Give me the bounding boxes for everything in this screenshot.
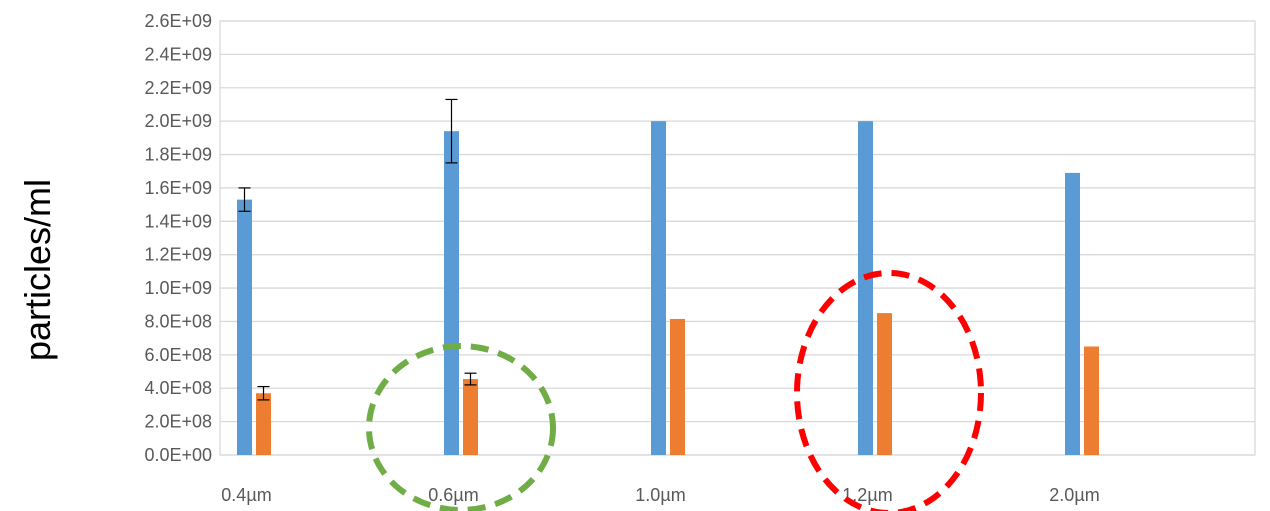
bar bbox=[651, 121, 666, 456]
y-tick-labels: 0.0E+00 2.0E+08 4.0E+08 6.0E+08 8.0E+08 1.0E+… bbox=[144, 11, 212, 465]
bar bbox=[256, 393, 271, 455]
bar bbox=[444, 131, 459, 455]
y-axis-label: particles/ml bbox=[17, 179, 58, 361]
annotations bbox=[366, 270, 984, 511]
y-tick-label: 2.0E+09 bbox=[144, 111, 212, 131]
y-tick-label: 1.6E+09 bbox=[144, 178, 212, 198]
x-tick-labels: 0.4µm 0.6µm 1.0µm 1.2µm 2.0µm bbox=[221, 485, 1099, 505]
plot-border bbox=[219, 20, 1256, 456]
y-tick-label: 2.6E+09 bbox=[144, 11, 212, 31]
error-bars bbox=[238, 98, 477, 401]
y-tick-label: 4.0E+08 bbox=[144, 378, 212, 398]
bar bbox=[858, 121, 873, 456]
y-tick-label: 0.0E+00 bbox=[144, 445, 212, 465]
annotation-ellipse bbox=[794, 270, 984, 511]
gridlines bbox=[219, 20, 1256, 456]
x-tick-label: 0.6µm bbox=[428, 485, 478, 505]
y-tick-label: 1.0E+09 bbox=[144, 278, 212, 298]
y-tick-label: 1.4E+09 bbox=[144, 211, 212, 231]
x-tick-label: 1.0µm bbox=[635, 485, 685, 505]
x-tick-label: 0.4µm bbox=[221, 485, 271, 505]
y-tick-label: 2.4E+09 bbox=[144, 44, 212, 64]
y-tick-label: 6.0E+08 bbox=[144, 345, 212, 365]
bar bbox=[1065, 172, 1080, 455]
bars bbox=[237, 121, 1099, 456]
bar bbox=[670, 318, 685, 455]
bar bbox=[237, 199, 252, 455]
annotation-ellipse bbox=[366, 343, 556, 511]
y-tick-label: 2.2E+09 bbox=[144, 78, 212, 98]
bar bbox=[1084, 346, 1099, 455]
x-tick-label: 1.2µm bbox=[842, 485, 892, 505]
bar bbox=[463, 379, 478, 455]
y-tick-label: 8.0E+08 bbox=[144, 311, 212, 331]
y-tick-label: 2.0E+08 bbox=[144, 412, 212, 432]
y-tick-label: 1.8E+09 bbox=[144, 145, 212, 165]
bar bbox=[877, 313, 892, 455]
x-tick-label: 2.0µm bbox=[1049, 485, 1099, 505]
y-tick-label: 1.2E+09 bbox=[144, 245, 212, 265]
